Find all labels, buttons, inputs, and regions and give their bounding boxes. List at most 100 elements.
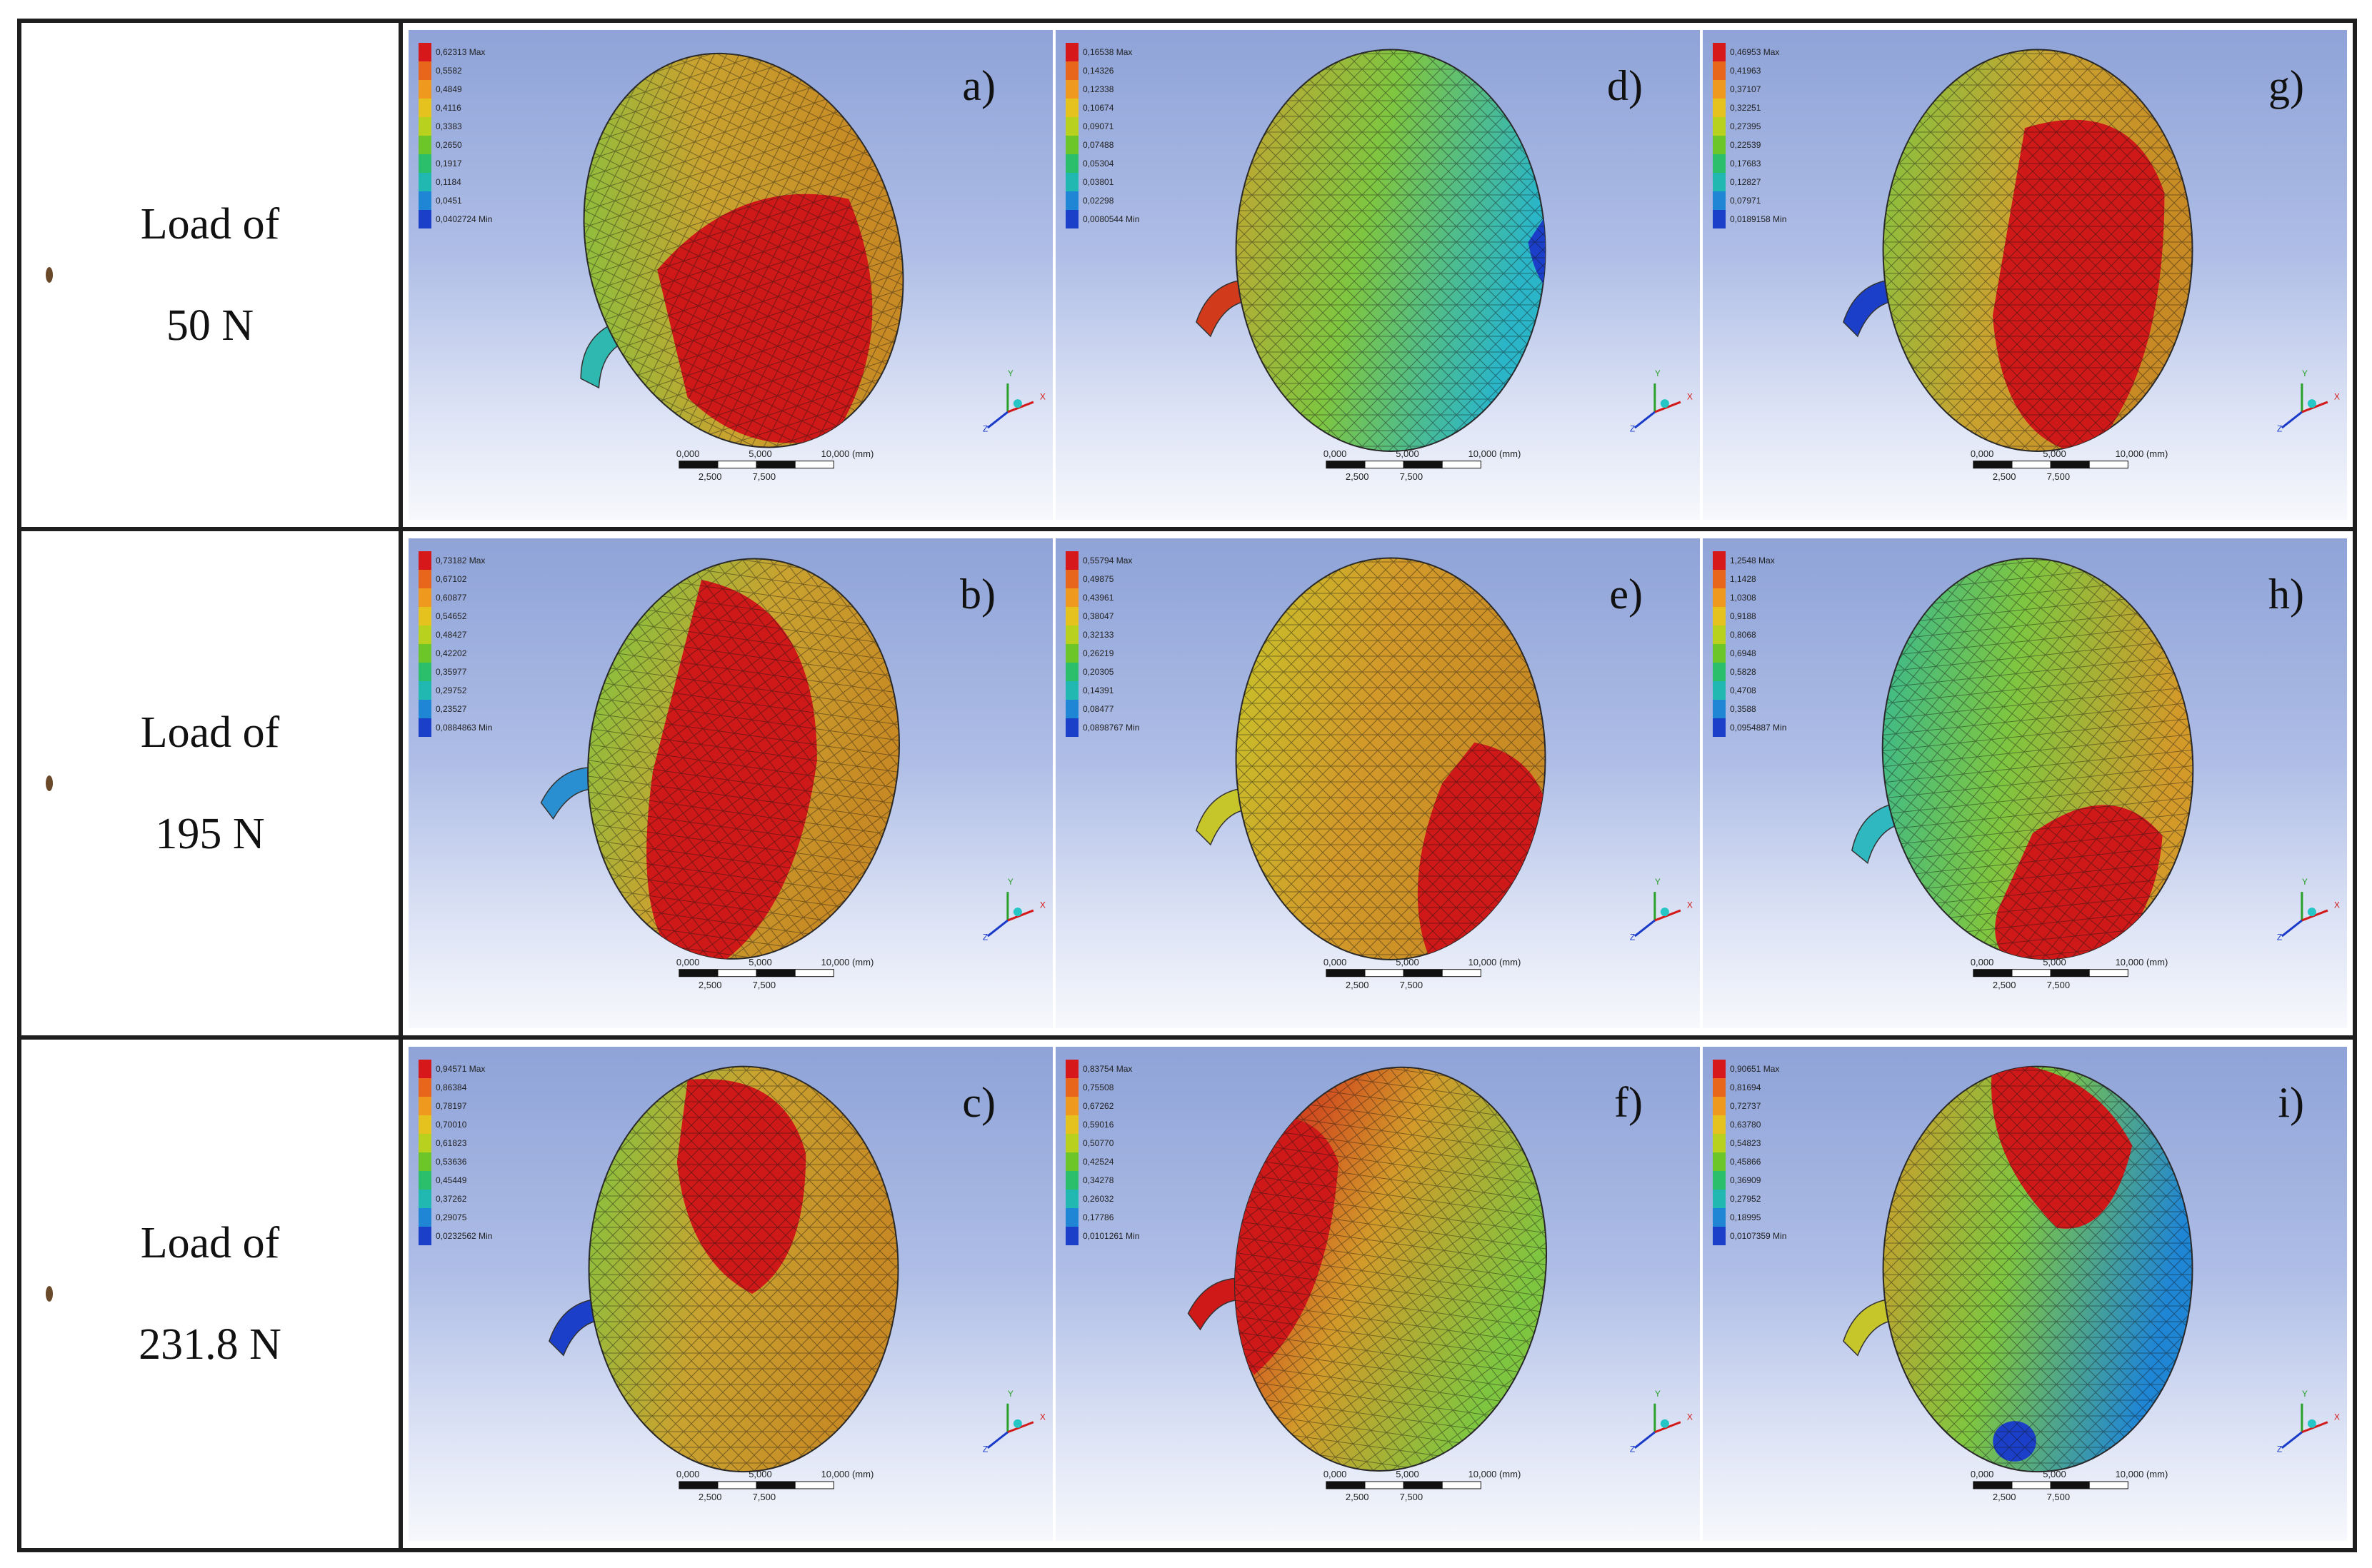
scale-bar-segment xyxy=(1326,969,1366,978)
legend-swatch xyxy=(1066,99,1079,117)
legend-swatch xyxy=(419,1134,431,1152)
panel-letter: h) xyxy=(2268,571,2304,618)
legend-value-label: 0,67102 xyxy=(436,574,467,584)
legend-swatch xyxy=(419,551,431,570)
legend-value-label: 0,54823 xyxy=(1730,1138,1761,1148)
simulation-panel: Y X Z 0,73182 Max 0,67102 0,60877 0,54652 0,484… xyxy=(409,538,1053,1028)
legend-swatch xyxy=(1713,700,1726,718)
legend-swatch xyxy=(1713,1097,1726,1115)
legend-value-label: 0,4708 xyxy=(1730,685,1756,695)
legend-value-label: 0,26219 xyxy=(1083,648,1114,658)
contour-legend: 0,46953 Max 0,41963 0,37107 0,32251 0,27395 0… xyxy=(1713,43,1786,228)
scale-bar-top-labels: 0,000 5,000 10,000 (mm) xyxy=(676,957,874,968)
view-sphere xyxy=(2307,908,2316,917)
scale-bar-segment xyxy=(717,969,757,978)
fruit-body xyxy=(549,1065,899,1473)
axis-label: X xyxy=(1687,392,1693,402)
legend-min-label: 0,0402724 Min xyxy=(436,214,493,224)
legend-swatch xyxy=(1713,154,1726,173)
axis-label: Z xyxy=(2277,933,2282,943)
scale-tick-label: 2,500 xyxy=(1345,471,1369,482)
axis-label: X xyxy=(1040,392,1046,402)
scale-bar-segment xyxy=(1364,1481,1404,1489)
legend-swatch xyxy=(1713,210,1726,228)
legend-swatch xyxy=(419,570,431,588)
legend-swatch xyxy=(1713,1152,1726,1171)
legend-value-label: 0,54652 xyxy=(436,611,467,621)
axis-label: Y xyxy=(1008,1389,1014,1399)
axis-triad: Y X Z xyxy=(983,368,1046,434)
axis-label: X xyxy=(1040,1412,1046,1422)
legend-min-label: 0,0898767 Min xyxy=(1083,723,1140,733)
axis-label: Y xyxy=(1655,1389,1661,1399)
axis-line xyxy=(1007,401,1034,413)
scale-bar xyxy=(1326,969,1481,978)
scale-tick-label: 2,500 xyxy=(1992,1491,2016,1502)
axis-triad: Y X Z xyxy=(2277,368,2340,434)
legend-value-label: 0,1184 xyxy=(436,177,461,187)
legend-min-label: 0,0107359 Min xyxy=(1730,1231,1787,1241)
scale-bar-segment xyxy=(794,1481,834,1489)
scale-tick-label: 2,500 xyxy=(1345,1491,1369,1502)
legend-min-label: 0,0080544 Min xyxy=(1083,214,1140,224)
legend-value-label: 0,32133 xyxy=(1083,630,1114,640)
axis-line xyxy=(2281,411,2303,429)
legend-swatch xyxy=(419,1171,431,1190)
scale-bar-bottom-labels: 2,500 7,500 xyxy=(1993,471,2070,482)
scale-bar-segment xyxy=(2011,1481,2051,1489)
fruit-body xyxy=(1851,543,2213,975)
legend-min-label: 0,0189158 Min xyxy=(1730,214,1787,224)
legend-swatch xyxy=(1713,1171,1726,1190)
legend-swatch xyxy=(419,644,431,663)
legend-value-label: 0,23527 xyxy=(436,704,467,714)
legend-swatch xyxy=(1066,1097,1079,1115)
axis-label: X xyxy=(2334,900,2340,910)
legend-value-label: 0,27952 xyxy=(1730,1194,1761,1204)
scale-bar-segment xyxy=(1403,969,1443,978)
legend-value-label: 0,29075 xyxy=(436,1212,467,1222)
legend-swatch xyxy=(1066,1227,1079,1245)
scale-bar-segment xyxy=(2088,461,2128,469)
scale-tick-label: 5,000 xyxy=(1396,448,1419,459)
axis-label: Y xyxy=(1008,877,1014,887)
legend-swatch xyxy=(419,191,431,210)
legend-swatch xyxy=(419,681,431,700)
panel-letter: f) xyxy=(1614,1079,1643,1126)
axis-line xyxy=(2281,1431,2303,1449)
legend-swatch xyxy=(1066,625,1079,644)
legend-swatch xyxy=(1066,80,1079,99)
scale-tick-label: 0,000 xyxy=(1323,1468,1347,1479)
legend-labels: 0,55794 Max 0,49875 0,43961 0,38047 0,32133 0… xyxy=(1083,551,1139,737)
fem-model-render: Y X Z xyxy=(1196,49,1693,469)
scale-bar-segment xyxy=(1441,969,1481,978)
legend-swatch xyxy=(1713,551,1726,570)
panel-letter: a) xyxy=(962,62,996,109)
mesh-overlay xyxy=(589,1066,899,1472)
scale-bar-segment xyxy=(679,1481,719,1489)
scale-tick-label: 7,500 xyxy=(2046,1491,2071,1502)
legend-max-label: 0,16538 Max xyxy=(1083,47,1133,57)
axis-line xyxy=(1007,1421,1034,1434)
legend-swatch xyxy=(419,625,431,644)
legend-value-label: 0,1917 xyxy=(436,159,462,169)
scale-bar-top-labels: 0,000 5,000 10,000 (mm) xyxy=(1323,448,1521,459)
panel-letter: b) xyxy=(960,571,996,618)
legend-color-bar xyxy=(1713,43,1726,228)
contour-legend: 0,83754 Max 0,75508 0,67262 0,59016 0,50770 0… xyxy=(1066,1060,1139,1245)
legend-swatch xyxy=(1066,588,1079,607)
legend-max-label: 0,94571 Max xyxy=(436,1064,486,1074)
legend-swatch xyxy=(1066,681,1079,700)
legend-max-label: 0,62313 Max xyxy=(436,47,486,57)
legend-swatch xyxy=(419,663,431,681)
legend-value-label: 0,60877 xyxy=(436,593,467,603)
legend-swatch xyxy=(1066,700,1079,718)
scale-bar-segment xyxy=(794,969,834,978)
axis-label: Y xyxy=(1008,368,1014,378)
axis-label: Z xyxy=(983,424,988,434)
legend-swatch xyxy=(419,43,431,61)
legend-value-label: 1,0308 xyxy=(1730,593,1756,603)
legend-value-label: 0,63780 xyxy=(1730,1120,1761,1130)
legend-labels: 0,62313 Max 0,5582 0,4849 0,4116 0,3383 0,265… xyxy=(436,43,492,228)
legend-swatch xyxy=(1066,1060,1079,1078)
legend-swatch xyxy=(1066,191,1079,210)
